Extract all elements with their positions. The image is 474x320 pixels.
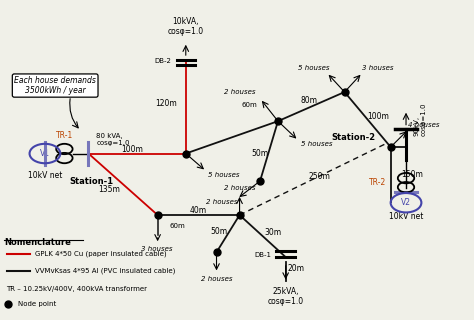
Text: 10kV net: 10kV net [389,212,423,221]
Text: TR-2: TR-2 [369,178,387,187]
Text: V2: V2 [401,198,411,207]
Text: TR – 10.25kV/400V, 400kVA transformer: TR – 10.25kV/400V, 400kVA transformer [7,286,147,292]
Text: Node point: Node point [18,301,56,307]
Text: 150m: 150m [401,170,423,179]
Text: DB-1: DB-1 [255,252,271,259]
Text: 5 houses: 5 houses [209,172,240,178]
Text: 90kV,
cosφ=1.0: 90kV, cosφ=1.0 [414,103,427,136]
Text: Each house demands
3500kWh / year: Each house demands 3500kWh / year [14,76,96,95]
Text: 10kV net: 10kV net [28,171,62,180]
Text: VVMvKsas 4*95 Al (PVC insulated cable): VVMvKsas 4*95 Al (PVC insulated cable) [35,268,175,274]
Text: 4 houses: 4 houses [408,122,440,128]
Text: 2 houses: 2 houses [201,276,232,282]
Text: 3 houses: 3 houses [141,246,173,252]
Text: 20m: 20m [287,264,304,273]
Text: GPLK 4*50 Cu (paper insulated cable): GPLK 4*50 Cu (paper insulated cable) [35,251,166,257]
Text: 10kVA,
cosφ=1.0: 10kVA, cosφ=1.0 [168,17,204,36]
Text: 100m: 100m [121,145,143,154]
Text: 30m: 30m [264,228,282,237]
Text: Nomenclature: Nomenclature [4,238,71,247]
Text: 60m: 60m [169,223,185,229]
Text: 2 houses: 2 houses [206,199,237,205]
Text: 250m: 250m [308,172,330,181]
Text: DB-2: DB-2 [155,58,172,64]
Text: 60m: 60m [242,102,258,108]
Text: 25kVA,
cosφ=1.0: 25kVA, cosφ=1.0 [268,287,304,306]
Text: 5 houses: 5 houses [301,141,332,147]
Text: 3 houses: 3 houses [362,65,393,71]
Text: Station-2: Station-2 [331,133,375,142]
Text: 5 houses: 5 houses [298,65,329,71]
Text: 120m: 120m [155,99,177,108]
Text: 50m: 50m [210,227,228,236]
Text: TR-1: TR-1 [56,131,73,140]
Text: 80 kVA,
cosφ=1.0: 80 kVA, cosφ=1.0 [96,133,130,147]
Text: Station-1: Station-1 [69,177,113,186]
Text: 2 houses: 2 houses [224,186,255,191]
Text: 2 houses: 2 houses [224,89,255,95]
Text: 50m: 50m [252,149,269,158]
Text: 135m: 135m [98,185,120,194]
Text: 40m: 40m [190,206,207,215]
Text: 80m: 80m [300,96,317,105]
Text: 100m: 100m [367,112,389,121]
Text: V1: V1 [40,149,50,158]
